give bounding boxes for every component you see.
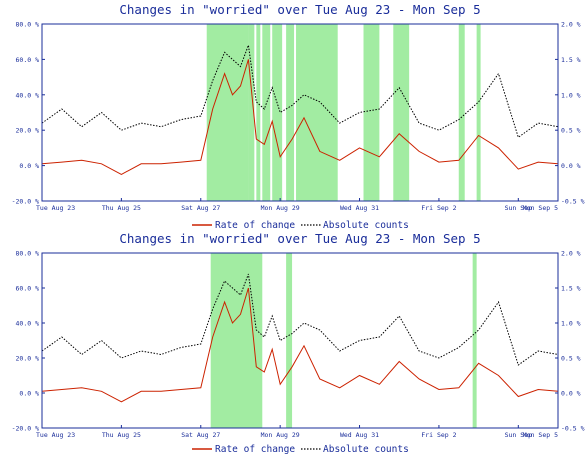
x-tick-label: Tue Aug 23 xyxy=(36,204,75,212)
x-tick-label: Wed Aug 31 xyxy=(340,431,379,439)
y-right-tick-label: -0.5 % xyxy=(561,198,585,206)
axes: 80.0 % 60.0 % 40.0 % 20.0 % 0.0 % -20.0 % 2.0 … xyxy=(12,21,585,213)
y-right-tick-label: 0.5 % xyxy=(561,355,581,363)
y-right-tick-label: 1.0 % xyxy=(561,91,581,99)
highlight-band xyxy=(210,253,263,428)
highlight-band xyxy=(476,24,481,201)
x-tick-label: Sat Aug 27 xyxy=(181,204,220,212)
chart-title: Changes in "worried" over Tue Aug 23 - M… xyxy=(119,2,480,17)
rate-of-change-line xyxy=(41,287,559,403)
y-right-tick-label: 1.5 % xyxy=(561,56,581,64)
highlight-band xyxy=(296,24,338,201)
chart-top: Changes in "worried" over Tue Aug 23 - M… xyxy=(12,2,585,231)
highlight-band xyxy=(262,24,271,201)
chart-panel-bottom: Changes in "worried" over Tue Aug 23 - M… xyxy=(0,229,587,464)
x-tick-label: Mon Sep 5 xyxy=(523,204,558,212)
y-left-tick-label: 20.0 % xyxy=(16,127,40,135)
y-left-tick-label: 60.0 % xyxy=(16,56,40,64)
x-tick-label: Fri Sep 2 xyxy=(421,204,456,212)
x-tick-label: Wed Aug 31 xyxy=(340,204,379,212)
plot-frame xyxy=(41,252,559,429)
legend: Rate of change Absolute counts xyxy=(192,220,409,231)
y-right-tick-label: 0.5 % xyxy=(561,127,581,135)
legend-rate-label: Rate of change xyxy=(215,444,295,455)
highlight-bands xyxy=(210,253,477,428)
chart-panel-top: Changes in "worried" over Tue Aug 23 - M… xyxy=(12,2,585,231)
x-tick-label: Sun Sep xyxy=(505,431,532,439)
y-left-tick-label: 20.0 % xyxy=(16,355,40,363)
highlight-band xyxy=(272,24,283,201)
y-right-tick-label: 0.0 % xyxy=(561,390,581,398)
x-tick-label: Mon Aug 29 xyxy=(261,204,300,212)
x-tick-label: Sat Aug 27 xyxy=(181,431,220,439)
highlight-band xyxy=(256,24,261,201)
y-left-tick-label: 80.0 % xyxy=(16,21,40,29)
highlight-band xyxy=(286,24,295,201)
absolute-counts-line xyxy=(41,273,559,366)
x-tick-label: Mon Sep 5 xyxy=(523,431,558,439)
highlight-band xyxy=(458,24,465,201)
highlight-bands xyxy=(206,24,481,201)
chart-bottom: Changes in "worried" over Tue Aug 23 - M… xyxy=(12,231,585,455)
y-right-tick-label: 1.0 % xyxy=(561,320,581,328)
x-tick-label: Mon Aug 29 xyxy=(261,431,300,439)
y-left-tick-label: -20.0 % xyxy=(12,198,39,206)
plot-frame xyxy=(41,23,559,202)
y-right-tick-label: 0.0 % xyxy=(561,162,581,170)
x-tick-label: Thu Aug 25 xyxy=(102,431,141,439)
y-right-tick-label: 2.0 % xyxy=(561,21,581,29)
y-left-tick-label: 0.0 % xyxy=(19,162,39,170)
highlight-band xyxy=(393,24,410,201)
legend-rate-label: Rate of change xyxy=(215,220,295,229)
y-left-tick-label: -20.0 % xyxy=(12,425,39,433)
x-tick-label: Thu Aug 25 xyxy=(102,204,141,212)
x-tick-label: Tue Aug 23 xyxy=(36,431,75,439)
absolute-counts-line xyxy=(41,45,559,139)
x-tick-label: Sun Sep xyxy=(505,204,532,212)
series-lines xyxy=(41,273,559,403)
axes: 80.0 % 60.0 % 40.0 % 20.0 % 0.0 % -20.0 % 2.0 … xyxy=(12,250,585,440)
y-right-tick-label: 2.0 % xyxy=(561,250,581,258)
highlight-band xyxy=(206,24,249,201)
y-right-tick-label: 1.5 % xyxy=(561,285,581,293)
legend-abs-label: Absolute counts xyxy=(323,220,409,229)
y-left-tick-label: 0.0 % xyxy=(19,390,39,398)
y-left-tick-label: 40.0 % xyxy=(16,91,40,99)
rate-of-change-line xyxy=(41,59,559,175)
highlight-band xyxy=(363,24,380,201)
y-left-tick-label: 80.0 % xyxy=(16,250,40,258)
y-left-tick-label: 60.0 % xyxy=(16,285,40,293)
highlight-band xyxy=(472,253,477,428)
series-lines xyxy=(41,45,559,175)
y-left-tick-label: 40.0 % xyxy=(16,320,40,328)
x-tick-label: Fri Sep 2 xyxy=(421,431,456,439)
legend-abs-label: Absolute counts xyxy=(323,444,409,455)
legend: Rate of change Absolute counts xyxy=(192,444,409,455)
y-right-tick-label: -0.5 % xyxy=(561,425,585,433)
highlight-band xyxy=(286,253,293,428)
chart-title: Changes in "worried" over Tue Aug 23 - M… xyxy=(119,231,480,246)
highlight-band xyxy=(248,24,255,201)
